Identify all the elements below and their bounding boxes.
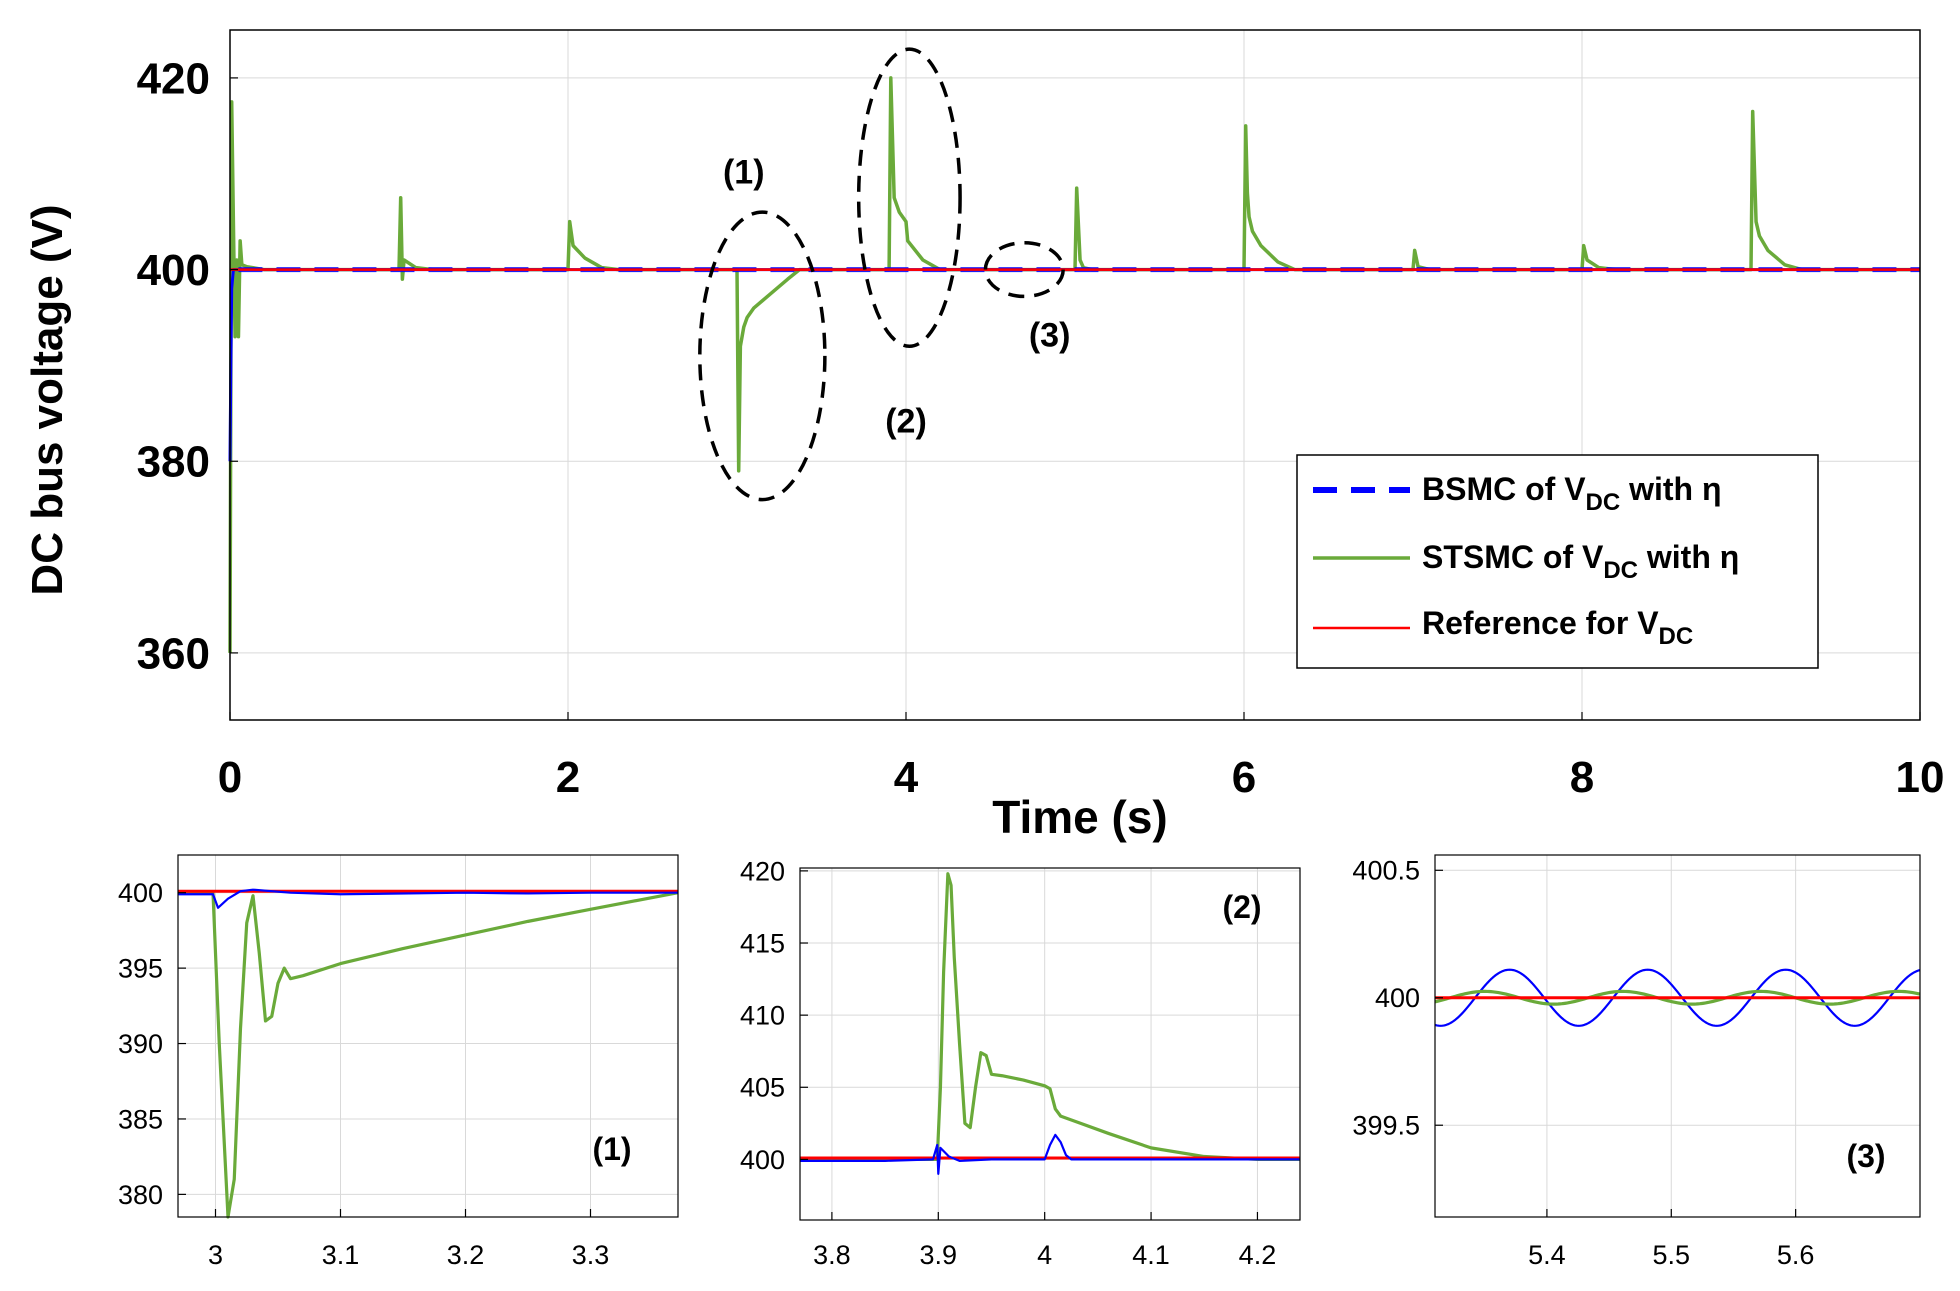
inset3-y-ticks: 399.5 400 400.5 — [1352, 856, 1443, 1141]
legend-entry-stsmc: STSMC of VDC with η — [1422, 539, 1739, 584]
main-xtick-label-3: 6 — [1232, 753, 1256, 802]
legend-entry-bsmc: BSMC of VDC with η — [1422, 471, 1722, 516]
inset-chart-1: 3 3.1 3.2 3.3 380 385 390 395 400 (1) — [118, 854, 679, 1270]
legend-bsmc-label: BSMC of V — [1422, 471, 1586, 507]
inset2-ytick-label-0: 400 — [740, 1145, 785, 1175]
inset1-grid — [178, 855, 678, 1217]
legend: BSMC of VDC with η STSMC of VDC with η R… — [1296, 454, 1819, 669]
main-xtick-label-0: 0 — [218, 753, 242, 802]
annotation-ellipse-1 — [698, 210, 827, 502]
inset1-ytick-label-4: 400 — [118, 878, 163, 908]
inset2-y-ticks: 400 405 410 415 420 — [740, 856, 808, 1175]
inset2-x-ticks: 3.8 3.9 4 4.1 4.2 — [813, 1212, 1276, 1270]
main-ytick-label-0: 360 — [137, 629, 210, 678]
inset3-xtick-label-2: 5.6 — [1777, 1240, 1815, 1270]
inset2-xtick-label-2: 4 — [1037, 1240, 1052, 1270]
main-y-axis-label: DC bus voltage (V) — [23, 204, 72, 595]
inset-chart-2: 3.8 3.9 4 4.1 4.2 400 405 410 415 420 (2) — [740, 856, 1301, 1270]
inset1-series-bsmc — [178, 888, 678, 909]
legend-bsmc-sub: DC — [1586, 489, 1621, 516]
inset1-xtick-label-1: 3.1 — [322, 1240, 360, 1270]
inset3-xtick-label-1: 5.5 — [1653, 1240, 1691, 1270]
inset1-frame — [177, 854, 679, 1218]
main-ytick-label-3: 420 — [137, 54, 210, 103]
legend-box — [1296, 454, 1819, 669]
main-x-ticks: 0 2 4 6 8 10 — [218, 712, 1945, 802]
inset2-ytick-label-1: 405 — [740, 1073, 785, 1103]
main-xtick-label-2: 4 — [894, 753, 919, 802]
inset1-x-ticks: 3 3.1 3.2 3.3 — [208, 1209, 609, 1270]
annotation-label-3: (3) — [1029, 316, 1071, 354]
inset1-label: (1) — [592, 1131, 631, 1167]
inset1-series — [178, 888, 679, 1219]
main-x-axis-label: Time (s) — [992, 791, 1168, 843]
inset2-ytick-label-3: 415 — [740, 928, 785, 958]
inset2-ytick-label-4: 420 — [740, 856, 785, 886]
inset-chart-3: 5.4 5.5 5.6 399.5 400 400.5 (3) — [1352, 854, 1921, 1270]
annotation-ellipse-3 — [983, 241, 1065, 299]
legend-stsmc-label: STSMC of V — [1422, 539, 1604, 575]
inset1-y-ticks: 380 385 390 395 400 — [118, 878, 186, 1210]
inset3-x-ticks: 5.4 5.5 5.6 — [1528, 1209, 1814, 1270]
annotation-label-2: (2) — [885, 403, 927, 441]
inset1-xtick-label-0: 3 — [208, 1240, 223, 1270]
legend-stsmc-suffix: with η — [1638, 539, 1739, 575]
inset3-ytick-label-2: 400.5 — [1352, 856, 1420, 886]
inset3-xtick-label-0: 5.4 — [1528, 1240, 1566, 1270]
main-annotations: (1) (2) (3) — [698, 47, 1071, 502]
main-ytick-label-2: 400 — [137, 246, 210, 295]
inset1-ytick-label-1: 385 — [118, 1104, 163, 1134]
legend-bsmc-suffix: with η — [1620, 471, 1721, 507]
inset3-series — [1434, 968, 1921, 1027]
main-ytick-label-1: 380 — [137, 438, 210, 487]
inset3-label: (3) — [1846, 1138, 1885, 1174]
inset1-xtick-label-3: 3.3 — [572, 1240, 610, 1270]
main-series-stsmc — [228, 76, 1920, 653]
inset3-grid — [1435, 855, 1920, 1217]
inset3-ytick-label-0: 399.5 — [1352, 1111, 1420, 1141]
main-xtick-label-4: 8 — [1570, 753, 1594, 802]
inset1-ytick-label-3: 395 — [118, 954, 163, 984]
inset2-xtick-label-4: 4.2 — [1239, 1240, 1277, 1270]
inset2-frame — [799, 867, 1301, 1221]
inset2-xtick-label-0: 3.8 — [813, 1240, 851, 1270]
inset1-series-stsmc — [178, 891, 679, 1219]
legend-stsmc-sub: DC — [1603, 557, 1638, 584]
inset1-ytick-label-2: 390 — [118, 1029, 163, 1059]
inset1-xtick-label-2: 3.2 — [447, 1240, 485, 1270]
inset3-series-bsmc — [1434, 968, 1921, 1027]
inset2-series-bsmc — [800, 1133, 1300, 1175]
legend-entry-reference: Reference for VDC — [1422, 605, 1693, 650]
inset2-series — [800, 872, 1300, 1175]
legend-reference-sub: DC — [1659, 623, 1694, 650]
inset1-ytick-label-0: 380 — [118, 1180, 163, 1210]
annotation-label-1: (1) — [723, 153, 765, 191]
inset2-series-stsmc — [800, 872, 1300, 1162]
main-xtick-label-5: 10 — [1896, 753, 1945, 802]
main-series — [228, 76, 1920, 653]
annotation-ellipse-2 — [856, 47, 962, 348]
inset2-label: (2) — [1222, 889, 1261, 925]
inset2-ytick-label-2: 410 — [740, 1001, 785, 1031]
legend-reference-label: Reference for V — [1422, 605, 1659, 641]
main-plot-frame — [229, 29, 1921, 721]
inset2-xtick-label-3: 4.1 — [1132, 1240, 1170, 1270]
inset2-xtick-label-1: 3.9 — [920, 1240, 958, 1270]
main-y-ticks: 360 380 400 420 — [137, 54, 238, 678]
inset3-ytick-label-1: 400 — [1375, 983, 1420, 1013]
main-xtick-label-1: 2 — [556, 753, 580, 802]
inset3-frame — [1434, 854, 1921, 1218]
